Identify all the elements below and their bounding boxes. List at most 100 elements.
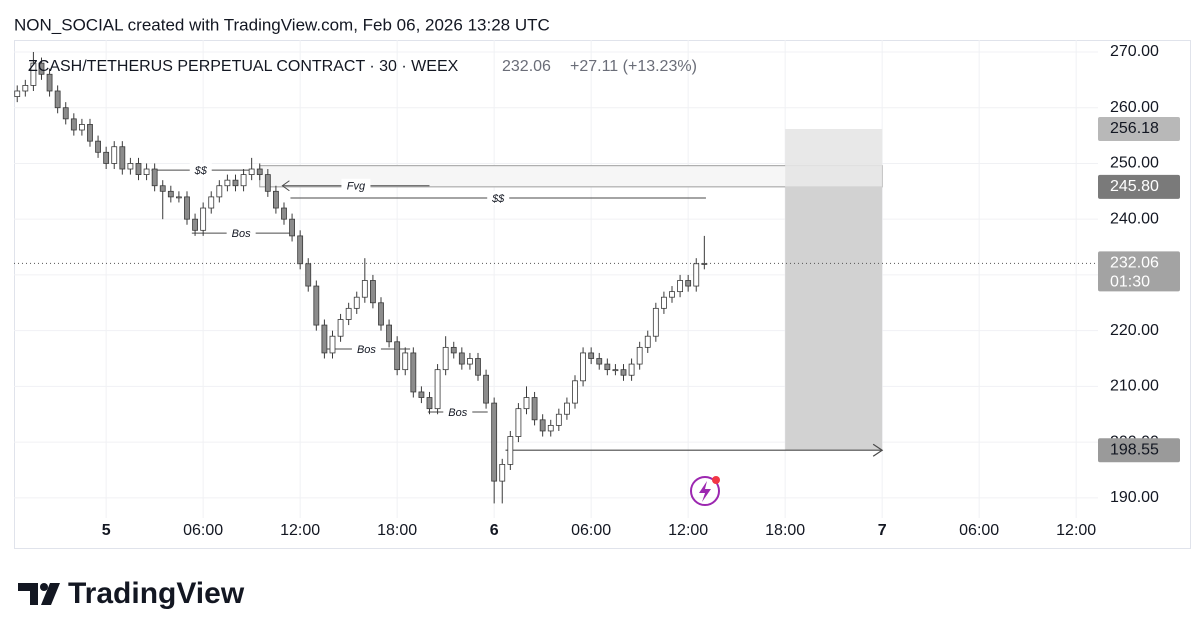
candle-body: [572, 380, 578, 404]
candle-body: [305, 263, 312, 287]
candle-body: [78, 124, 85, 131]
attribution: NON_SOCIAL created with TradingView.com,…: [14, 15, 550, 34]
candle-body: [345, 307, 352, 320]
candle-body: [636, 346, 643, 365]
price-label: 232.06: [1110, 255, 1159, 272]
candle-body: [321, 324, 328, 354]
label-backing: [487, 191, 510, 206]
candle-body: [507, 436, 514, 465]
y-tick-label: 250.00: [1110, 155, 1159, 172]
candle-body: [555, 413, 562, 426]
candle-body: [539, 419, 546, 432]
candle-body: [62, 107, 69, 120]
chart-frame: [14, 40, 1191, 549]
candle-body: [184, 196, 190, 220]
candle-body: [256, 168, 263, 175]
candle-body: [159, 185, 166, 192]
candle-body: [685, 280, 692, 287]
y-tick-label: 270.00: [1110, 43, 1159, 60]
candle-body: [22, 85, 29, 92]
candle-body: [426, 397, 433, 410]
annotation-label: Fvg: [347, 181, 366, 193]
alert-ring: [690, 476, 720, 506]
candle-body: [378, 302, 384, 326]
candle-body: [701, 263, 708, 265]
last-price: 232.06: [502, 58, 551, 75]
candle-body: [216, 185, 223, 198]
candle-body: [644, 335, 651, 348]
x-tick-label: 5: [102, 522, 111, 539]
candle-body: [693, 263, 700, 287]
candle-body: [361, 280, 368, 298]
price-label: 245.80: [1110, 178, 1159, 195]
candle-body: [224, 179, 231, 187]
candle-body: [54, 90, 61, 109]
candle-body: [337, 319, 344, 337]
logo-mark: [18, 583, 38, 605]
price-label-box: [1098, 174, 1180, 199]
logo: TradingView: [18, 577, 245, 610]
arrow-head: [872, 443, 884, 457]
candle-body: [467, 358, 473, 365]
x-tick-label: 12:00: [668, 522, 708, 539]
candle-body: [151, 168, 158, 187]
candle-body: [297, 235, 304, 265]
candle-body: [418, 391, 425, 398]
candle-body: [175, 196, 182, 199]
candle-body: [70, 118, 77, 131]
candle-body: [87, 124, 93, 142]
label-backing: [226, 226, 256, 241]
candle-body: [515, 408, 522, 437]
x-tick-label: 6: [490, 522, 499, 539]
candle-body: [394, 341, 401, 371]
x-tick-label: 06:00: [959, 522, 999, 539]
price-label-box: [1098, 117, 1180, 142]
candle-body: [208, 196, 215, 209]
candle-body: [119, 146, 126, 170]
candle-body: [491, 402, 498, 482]
candle-body: [442, 346, 449, 371]
legend: ZCASH/TETHERUS PERPETUAL CONTRACT · 30 ·…: [28, 58, 697, 75]
candle-body: [677, 280, 683, 293]
candle-body: [14, 90, 21, 97]
x-tick-label: 06:00: [183, 522, 223, 539]
y-tick-label: 190.00: [1110, 489, 1159, 506]
alert-bolt: [699, 481, 711, 502]
candle-body: [604, 363, 611, 371]
candle-body: [127, 163, 134, 170]
chart: 5 06:00 12:00 18:00 6 06:00 12:00 18:00 7 06:00 12…: [14, 40, 1180, 539]
candle-body: [434, 369, 441, 410]
label-backing: [443, 405, 473, 420]
candle-body: [240, 174, 247, 187]
x-tick-label: 12:00: [280, 522, 320, 539]
x-tick-label: 18:00: [377, 522, 417, 539]
y-tick-label: 260.00: [1110, 99, 1159, 116]
target-zone: [785, 186, 883, 451]
candle-body: [483, 374, 489, 404]
y-tick-label: 240.00: [1110, 210, 1159, 227]
candle-body: [38, 62, 45, 75]
symbol-title: ZCASH/TETHERUS PERPETUAL CONTRACT · 30 ·…: [28, 58, 459, 75]
candle-body: [273, 190, 279, 209]
candle-body: [564, 402, 570, 415]
candle-body: [313, 285, 320, 326]
x-tick-label: 06:00: [571, 522, 611, 539]
price-label: 198.55: [1110, 441, 1159, 458]
candle-body: [580, 352, 586, 382]
candle-body: [596, 358, 603, 365]
candle-body: [588, 352, 595, 359]
x-tick-label: 7: [878, 522, 887, 539]
candle-body: [499, 464, 506, 482]
x-tick-label: 18:00: [765, 522, 805, 539]
candle-body: [628, 363, 635, 376]
candle-body: [353, 296, 360, 309]
candle-body: [450, 346, 457, 354]
candle-body: [612, 369, 619, 372]
candle-body: [329, 335, 336, 354]
alert-dot: [712, 476, 720, 484]
candle-body: [111, 146, 118, 164]
annotation-label: $$: [194, 165, 208, 177]
logo-dot: [40, 583, 48, 591]
price-label-box: [1098, 438, 1180, 463]
